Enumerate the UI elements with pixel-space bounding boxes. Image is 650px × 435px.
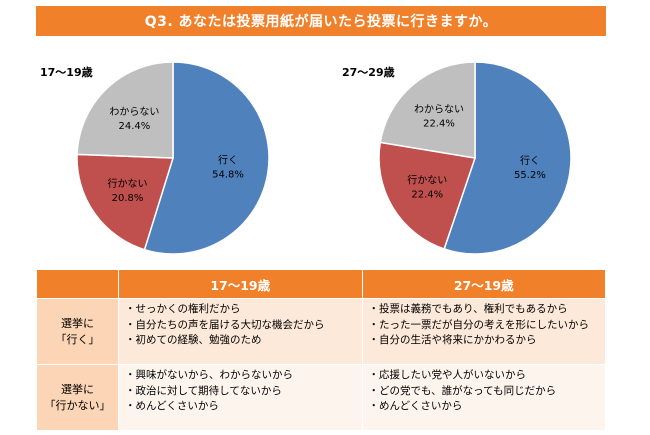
row-label-text: 選挙に 「行く」 — [37, 316, 118, 348]
chart-title-17-19: 17～19歳 — [40, 66, 93, 79]
reason-item: ・政治に対して期待してないから — [125, 384, 282, 397]
reason-item: ・どの党でも、誰がなっても同じだから — [368, 384, 557, 397]
row-label-go: 選挙に 「行く」 — [36, 298, 119, 365]
table-header-col2: 27～19歳 — [361, 269, 606, 299]
slice-label-go: 行く — [218, 153, 238, 166]
slice-value-go: 54.8% — [212, 169, 244, 180]
reason-item: ・興味がないから、わからないから — [125, 369, 293, 381]
slice-value-not-go: 22.4% — [411, 190, 443, 201]
slice-value-go: 55.2% — [514, 170, 546, 181]
slice-label-not-go: 行かない — [407, 174, 447, 187]
pie-slice-not-go — [76, 153, 175, 251]
slice-value-unknown: 24.4% — [118, 121, 150, 132]
pie-slice-unknown — [379, 61, 476, 159]
reason-item: ・投票は義務でもあり、権利でもあるから — [368, 303, 568, 315]
pie-slice-unknown — [76, 61, 174, 159]
reasons-cell: ・応援したい党や人がいないから ・どの党でも、誰がなっても同じだから ・めんどく… — [361, 364, 606, 431]
pie-slice-go — [143, 61, 270, 255]
pie-svg-27-29: 行く 55.2% 行かない 22.4% わからない 22.4% — [378, 61, 572, 255]
reasons-cell: ・せっかくの権利だから ・自分たちの声を届ける大切な機会だから ・初めての経験、… — [118, 298, 363, 365]
pie-chart-27-29: 27～29歳 行く 55.2% 行かない 22.4% わからない 22.4% — [330, 48, 620, 263]
question-title: Q3. あなたは投票用紙が届いたら投票に行きますか。 — [144, 14, 498, 30]
reason-item: ・めんどくさいから — [368, 400, 463, 412]
table-header-row: 17～19歳 27～19歳 — [36, 269, 606, 299]
slice-label-not-go: 行かない — [108, 177, 148, 190]
row-label-line: 「行く」 — [55, 332, 100, 346]
reasons-table: 17～19歳 27～19歳 選挙に 「行く」 ・せっかくの権利だから ・自分たちの… — [36, 269, 606, 431]
slice-label-unknown: わからない — [414, 104, 464, 116]
table-row: 選挙に「行く」 ・せっかくの権利だから ・自分たちの声を届ける大切な機会だから … — [36, 298, 606, 365]
table-header-col1: 17～19歳 — [118, 269, 363, 299]
reason-item: ・応援したい党や人がいないから — [368, 369, 527, 381]
question-banner: Q3. あなたは投票用紙が届いたら投票に行きますか。 — [36, 6, 606, 36]
pie-slice-not-go — [378, 141, 476, 250]
reason-item: ・せっかくの権利だから — [125, 303, 241, 315]
row-label-line: 「行かない」 — [44, 398, 111, 412]
reasons-cell: ・興味がないから、わからないから ・政治に対して期待してないから ・めんどくさい… — [118, 364, 363, 431]
reason-item: ・めんどくさいから — [125, 400, 219, 412]
pie-slice-go — [443, 61, 572, 255]
table-row: 選挙に「行かない」 ・興味がないから、わからないから ・政治に対して期待してない… — [36, 364, 606, 431]
slice-label-go: 行く — [520, 154, 540, 167]
reasons-cell: ・投票は義務でもあり、権利でもあるから ・たった一票だが自分の考えを形にしたいか… — [361, 298, 606, 365]
reason-item: ・初めての経験、勉強のため — [125, 334, 262, 346]
table-header-blank — [36, 269, 119, 299]
slice-value-not-go: 20.8% — [112, 193, 144, 204]
reason-item: ・たった一票だが自分の考えを形にしたいから — [368, 318, 590, 331]
reason-item: ・自分の生活や将来にかかわるから — [368, 334, 537, 346]
row-label-line: 選挙に — [61, 316, 94, 330]
reason-item: ・自分たちの声を届ける大切な機会だから — [125, 318, 325, 331]
pie-svg-17-19: 行く 54.8% 行かない 20.8% わからない 24.4% — [76, 61, 270, 255]
chart-title-27-29: 27～29歳 — [342, 66, 395, 79]
slice-value-unknown: 22.4% — [423, 119, 455, 130]
row-label-text: 選挙に 「行かない」 — [37, 382, 118, 414]
row-label-line: 選挙に — [61, 382, 94, 396]
row-label-not-go: 選挙に 「行かない」 — [36, 364, 119, 431]
slice-label-unknown: わからない — [109, 106, 159, 118]
pie-chart-17-19: 17～19歳 行く 54.8% 行かない 20.8% わからない 24.4% — [28, 48, 318, 263]
